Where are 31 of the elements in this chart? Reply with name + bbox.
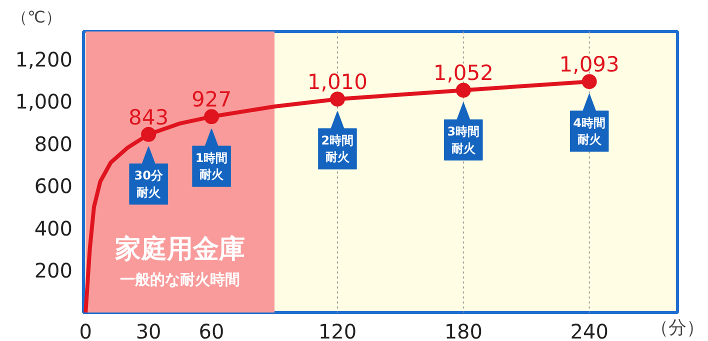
band-label: 家庭用金庫 bbox=[114, 234, 246, 264]
x-tick-label: 0 bbox=[79, 320, 92, 341]
data-label: 927 bbox=[191, 88, 232, 112]
y-tick-label: 1,000 bbox=[15, 90, 73, 114]
data-label: 1,093 bbox=[559, 52, 620, 77]
point bbox=[456, 82, 471, 98]
data-label: 1,010 bbox=[307, 70, 368, 94]
annotation: 2時間耐火 bbox=[321, 133, 354, 164]
y-tick-label: 200 bbox=[34, 258, 73, 283]
point bbox=[141, 126, 156, 142]
y-tick-label: 600 bbox=[34, 174, 73, 198]
x-tick-label: 240 bbox=[570, 320, 608, 341]
annotation: 1時間耐火 bbox=[195, 150, 228, 182]
point bbox=[204, 109, 220, 124]
x-tick-label: 120 bbox=[318, 320, 357, 341]
point bbox=[582, 74, 597, 90]
data-label: 843 bbox=[128, 105, 169, 130]
x-tick-label: 30 bbox=[136, 320, 162, 341]
x-tick-label: 180 bbox=[444, 320, 483, 341]
annotation: 一般的な耐火時間 bbox=[120, 270, 240, 288]
y-tick-label: 800 bbox=[34, 132, 73, 156]
y-axis-title: （℃） bbox=[12, 8, 62, 26]
data-label: 1,052 bbox=[433, 61, 494, 86]
annotation: 3時間耐火 bbox=[447, 124, 480, 156]
point bbox=[330, 92, 345, 107]
x-axis-title: （分） bbox=[650, 318, 704, 338]
x-tick-label: 60 bbox=[198, 320, 224, 341]
annotation: 30分耐火 bbox=[134, 168, 164, 200]
y-tick-label: 400 bbox=[34, 216, 73, 240]
annotation: 4時間耐火 bbox=[573, 116, 606, 147]
y-tick-label: 1,200 bbox=[15, 47, 73, 72]
